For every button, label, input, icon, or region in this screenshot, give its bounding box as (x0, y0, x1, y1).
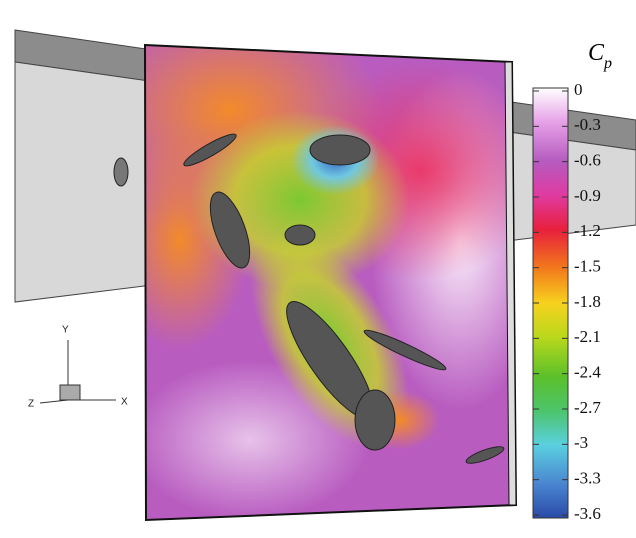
colorbar-tick-label: -1.5 (574, 257, 601, 276)
colorbar-tick-label: -2.1 (574, 327, 601, 346)
colorbar-tick-label: -1.2 (574, 221, 601, 240)
colorbar-tick-label: -0.9 (574, 186, 601, 205)
colorbar-tick-label: -0.3 (574, 115, 601, 134)
colorbar-tick-label: -2.7 (574, 398, 601, 417)
plane-edge (504, 61, 517, 506)
axis-label-y: Y (62, 325, 69, 336)
contour-plane (145, 45, 516, 520)
colorbar-title: Cp (588, 40, 612, 72)
colorbar-tick-label: -3.3 (574, 469, 601, 488)
axis-label-x: X (121, 397, 128, 408)
colorbar-tick-label: -3.6 (574, 504, 601, 523)
axis-label-z: Z (28, 399, 34, 410)
hole (113, 157, 129, 187)
axes-triad (39, 340, 116, 404)
colorbar-tick-label: 0 (574, 80, 583, 99)
colorbar-tick-label: -1.8 (574, 292, 601, 311)
colorbar-tick-label: -3 (574, 433, 588, 452)
colorbar-tick-label: -0.6 (574, 151, 601, 170)
colorbar-tick-label: -2.4 (574, 363, 601, 382)
